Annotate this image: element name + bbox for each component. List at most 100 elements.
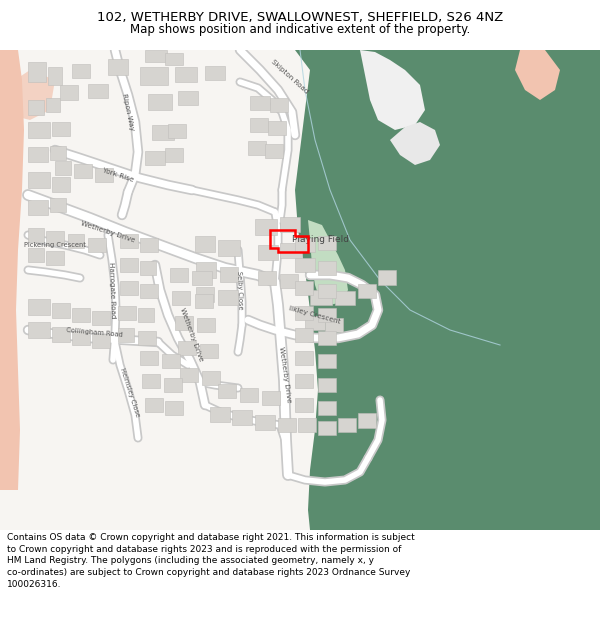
Bar: [278, 418, 296, 432]
Bar: [92, 334, 110, 348]
Bar: [265, 144, 283, 158]
Bar: [28, 228, 44, 242]
Bar: [270, 98, 288, 112]
Bar: [175, 67, 197, 82]
Bar: [140, 284, 158, 298]
Bar: [140, 238, 158, 252]
Bar: [258, 245, 278, 260]
Text: Wetherby Drive: Wetherby Drive: [80, 221, 136, 244]
Bar: [280, 274, 298, 288]
Bar: [195, 236, 215, 252]
Bar: [95, 168, 113, 182]
Text: Pickering Crescent: Pickering Crescent: [24, 242, 86, 248]
Bar: [338, 418, 356, 432]
Bar: [255, 219, 277, 235]
Bar: [152, 125, 174, 140]
Text: Skipton Road: Skipton Road: [271, 59, 310, 95]
Bar: [60, 85, 78, 100]
Bar: [145, 50, 167, 62]
Bar: [140, 261, 156, 275]
Text: Wetherby Drive: Wetherby Drive: [278, 346, 292, 404]
Bar: [46, 251, 64, 265]
Text: Collingham Road: Collingham Road: [67, 326, 124, 338]
Bar: [164, 378, 182, 392]
Bar: [28, 322, 50, 338]
Bar: [262, 391, 280, 405]
Bar: [108, 59, 128, 75]
Bar: [240, 388, 258, 402]
Bar: [165, 401, 183, 415]
Bar: [72, 64, 90, 78]
Bar: [118, 328, 134, 342]
Text: Ripon Way: Ripon Way: [121, 92, 135, 131]
Bar: [120, 281, 138, 295]
Bar: [258, 271, 276, 285]
Bar: [28, 248, 44, 262]
Bar: [52, 327, 70, 342]
Bar: [205, 66, 225, 80]
Bar: [55, 161, 71, 175]
Bar: [318, 331, 336, 345]
Bar: [162, 354, 180, 368]
Bar: [46, 98, 60, 112]
Bar: [295, 281, 313, 295]
Polygon shape: [308, 220, 348, 305]
Bar: [318, 378, 336, 392]
Bar: [318, 401, 336, 415]
Bar: [50, 198, 66, 212]
Bar: [210, 407, 230, 422]
Bar: [318, 308, 336, 322]
Polygon shape: [515, 50, 560, 100]
Bar: [268, 121, 286, 135]
Bar: [88, 238, 106, 252]
Bar: [298, 418, 316, 432]
Bar: [165, 53, 183, 65]
Bar: [120, 234, 138, 248]
Bar: [28, 122, 50, 138]
Bar: [335, 291, 355, 305]
Bar: [232, 410, 252, 425]
Bar: [50, 146, 66, 160]
Bar: [325, 318, 343, 332]
Bar: [280, 243, 302, 258]
Bar: [218, 384, 236, 398]
Bar: [318, 421, 336, 435]
Text: Contains OS data © Crown copyright and database right 2021. This information is : Contains OS data © Crown copyright and d…: [7, 533, 415, 589]
Bar: [168, 124, 186, 138]
Text: York Rise: York Rise: [101, 167, 134, 183]
Bar: [88, 84, 108, 98]
Polygon shape: [0, 70, 55, 120]
Bar: [318, 261, 336, 275]
Bar: [318, 354, 336, 368]
Text: 102, WETHERBY DRIVE, SWALLOWNEST, SHEFFIELD, S26 4NZ: 102, WETHERBY DRIVE, SWALLOWNEST, SHEFFI…: [97, 11, 503, 24]
Bar: [138, 308, 154, 322]
Bar: [196, 262, 216, 278]
Bar: [170, 268, 188, 282]
Bar: [202, 371, 220, 385]
Bar: [305, 316, 325, 330]
Bar: [74, 164, 92, 178]
Text: Ilkley Crescent: Ilkley Crescent: [289, 305, 341, 325]
Text: Selby Close: Selby Close: [236, 271, 244, 309]
Polygon shape: [295, 50, 600, 530]
Bar: [48, 67, 62, 85]
Bar: [178, 91, 198, 105]
Polygon shape: [360, 50, 425, 130]
Bar: [28, 299, 50, 315]
Bar: [295, 374, 313, 388]
Bar: [172, 291, 190, 305]
Polygon shape: [0, 50, 24, 490]
Bar: [248, 141, 266, 155]
Bar: [200, 344, 218, 358]
Bar: [220, 267, 238, 282]
Bar: [318, 284, 336, 298]
Bar: [120, 258, 138, 272]
Bar: [72, 331, 90, 345]
Bar: [250, 118, 268, 132]
Bar: [358, 413, 376, 428]
Bar: [295, 306, 313, 320]
Bar: [197, 318, 215, 332]
Text: Helmsley Close: Helmsley Close: [119, 367, 141, 418]
Text: Playing Field: Playing Field: [292, 236, 349, 244]
Bar: [295, 258, 315, 272]
